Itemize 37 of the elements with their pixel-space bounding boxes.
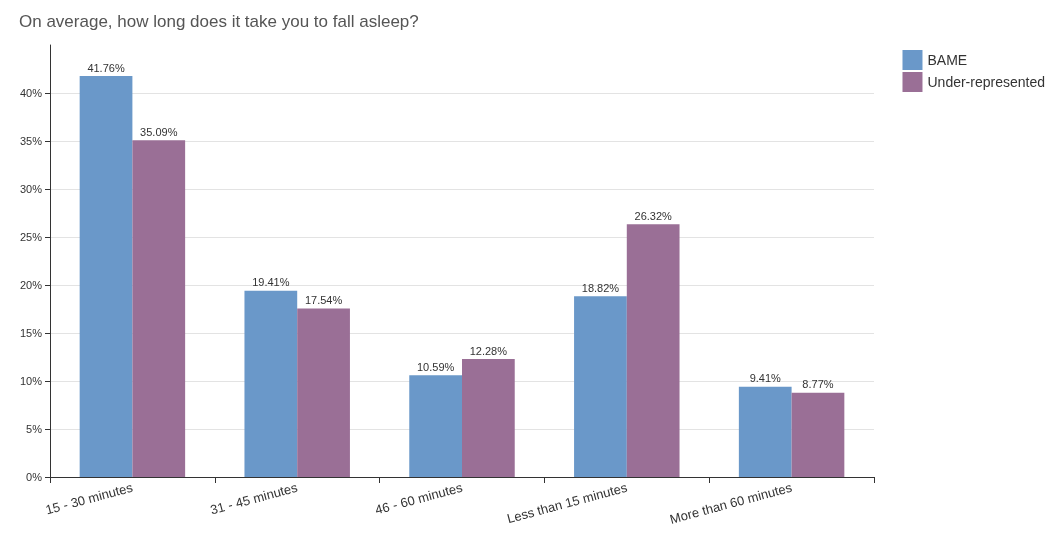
- bar: [738, 386, 792, 477]
- data-label: 35.09%: [140, 125, 178, 138]
- data-label: 8.77%: [802, 378, 834, 391]
- legend-label: BAME: [927, 52, 968, 68]
- x-tick-label: Less than 15 minutes: [505, 479, 630, 527]
- chart-title: On average, how long does it take you to fall asleep?: [19, 12, 419, 31]
- bar: [626, 224, 680, 477]
- y-tick-label: 20%: [19, 279, 43, 291]
- bar: [132, 140, 186, 477]
- y-tick-label: 10%: [19, 375, 43, 387]
- y-tick-label: 25%: [19, 231, 43, 243]
- y-tick-label: 40%: [19, 87, 43, 99]
- x-tick-label: More than 60 minutes: [668, 479, 795, 527]
- y-tick-label: 5%: [26, 423, 43, 435]
- data-label: 26.32%: [634, 209, 673, 222]
- bar: [244, 290, 298, 477]
- data-label: 17.54%: [304, 294, 343, 307]
- bar: [791, 392, 845, 477]
- y-tick-label: 15%: [19, 327, 43, 339]
- data-label: 18.82%: [581, 281, 620, 294]
- bar: [409, 375, 462, 477]
- bar: [462, 359, 515, 477]
- data-label: 19.41%: [252, 276, 290, 289]
- data-label: 9.41%: [749, 372, 782, 385]
- x-tick-label: 15 - 30 minutes: [43, 479, 135, 518]
- x-tick-label: 31 - 45 minutes: [208, 479, 300, 518]
- x-tick-label: 46 - 60 minutes: [373, 479, 465, 518]
- legend-label: Under-represented: [927, 74, 1046, 90]
- y-tick-label: 35%: [19, 135, 43, 147]
- bar: [297, 308, 350, 477]
- data-label: 10.59%: [416, 360, 455, 373]
- bar: [574, 296, 627, 477]
- y-tick-label: 0%: [26, 471, 43, 483]
- y-tick-label: 30%: [19, 183, 43, 195]
- data-label: 41.76%: [87, 61, 125, 74]
- bar: [79, 76, 133, 477]
- data-label: 12.28%: [469, 344, 508, 357]
